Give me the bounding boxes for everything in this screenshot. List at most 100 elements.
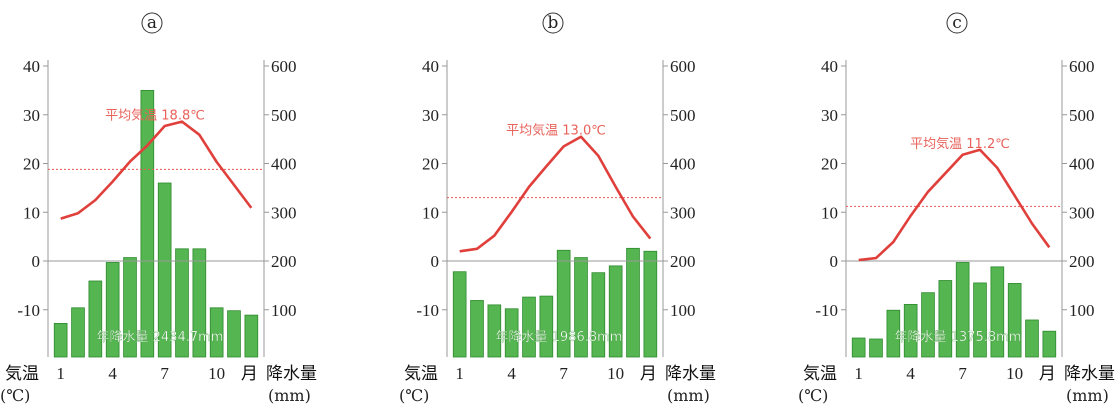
precip-bar: [539, 295, 554, 358]
precip-bar: [192, 248, 207, 358]
month-tick-label: 7: [958, 364, 967, 383]
precip-bar: [643, 250, 658, 358]
precip-tick-label: 500: [670, 106, 696, 125]
temp-line: [858, 148, 1051, 262]
precip-bar: [470, 300, 484, 358]
precip-bar: [71, 307, 85, 358]
total-precip-label: 年降水量 1375.8mm: [895, 330, 1022, 345]
month-tick-label: 7: [559, 364, 568, 383]
precip-bar: [938, 280, 953, 358]
temp-tick-label: 40: [422, 57, 439, 76]
precip-bar: [244, 314, 259, 358]
temp-tick-label: 40: [23, 57, 40, 76]
temp-tick-label: 0: [431, 252, 440, 271]
temp-line: [459, 135, 652, 253]
precip-bar: [626, 247, 640, 358]
precip-bar: [504, 308, 519, 358]
precip-tick-label: 600: [271, 57, 297, 76]
precip-axis-title: 降水量: [665, 364, 716, 384]
total-precip-label: 年降水量 2434.7mm: [97, 330, 224, 345]
precip-bar: [903, 303, 918, 358]
temp-tick-label: 10: [23, 203, 40, 222]
month-unit-label: 月: [1039, 364, 1056, 384]
precip-tick-label: 600: [670, 57, 696, 76]
precip-bar: [53, 322, 68, 358]
precip-bar: [105, 262, 120, 358]
precip-bar: [1025, 319, 1039, 358]
precip-tick-label: 100: [1069, 301, 1095, 320]
precip-bar: [140, 89, 155, 358]
precip-bar: [608, 265, 623, 358]
month-tick-label: 1: [854, 364, 863, 383]
precip-tick-label: 600: [1069, 57, 1095, 76]
panel-label-circle: [542, 12, 564, 34]
temp-tick-label: -10: [815, 301, 838, 320]
month-tick-label: 1: [455, 364, 464, 383]
temp-tick-label: -10: [17, 301, 40, 320]
temp-axis-unit: (℃): [0, 386, 30, 405]
precip-tick-label: 300: [1069, 203, 1095, 222]
precip-bar: [123, 257, 137, 358]
precip-bar: [88, 280, 103, 358]
month-tick-label: 4: [906, 364, 915, 383]
panel-label-circle: [141, 12, 163, 34]
precip-tick-label: 200: [271, 252, 297, 271]
precip-axis-unit: (mm): [667, 386, 710, 405]
panel-label: a: [147, 13, 157, 33]
temp-tick-label: 30: [821, 106, 838, 125]
panel-label: c: [952, 13, 962, 33]
precip-bar: [209, 307, 224, 358]
precip-tick-label: 300: [271, 203, 297, 222]
precip-tick-label: 300: [670, 203, 696, 222]
precip-bar: [955, 262, 970, 358]
precip-bar: [227, 310, 241, 358]
temp-tick-label: -10: [416, 301, 439, 320]
precip-bar: [851, 337, 866, 358]
panel-label-circle: [946, 12, 968, 34]
precip-tick-label: 500: [1069, 106, 1095, 125]
month-tick-label: 10: [1006, 364, 1023, 383]
precip-axis-title: 降水量: [266, 364, 317, 384]
temp-tick-label: 40: [821, 57, 838, 76]
precip-bar: [591, 272, 606, 358]
month-tick-label: 7: [160, 364, 169, 383]
panel-label: b: [548, 13, 559, 33]
total-precip-label: 年降水量 1986.8mm: [496, 330, 623, 345]
precip-tick-label: 100: [271, 301, 297, 320]
precip-bar: [921, 292, 935, 358]
temp-tick-label: 10: [422, 203, 439, 222]
temp-tick-label: 20: [821, 155, 838, 174]
precip-bar: [157, 182, 172, 358]
precip-bar: [487, 304, 502, 358]
precip-bar: [990, 266, 1005, 358]
temp-tick-label: 0: [32, 252, 41, 271]
precip-bar: [1042, 330, 1057, 358]
month-tick-label: 10: [607, 364, 624, 383]
precip-bar: [175, 248, 189, 358]
avg-temp-label: 平均気温 11.2℃: [910, 136, 1010, 152]
precip-axis-unit: (mm): [268, 386, 311, 405]
temp-axis-title: 気温: [5, 364, 39, 384]
avg-temp-label: 平均気温 13.0℃: [506, 123, 606, 139]
month-unit-label: 月: [241, 364, 258, 384]
precip-bar: [452, 271, 467, 358]
temp-tick-label: 0: [830, 252, 839, 271]
precip-bar: [869, 338, 883, 358]
temp-tick-label: 10: [821, 203, 838, 222]
precip-axis-title: 降水量: [1064, 364, 1115, 384]
precip-tick-label: 500: [271, 106, 297, 125]
precip-bar: [886, 309, 901, 358]
precip-axis-unit: (mm): [1066, 386, 1109, 405]
precip-bar: [574, 257, 588, 358]
month-tick-label: 4: [108, 364, 117, 383]
precip-tick-label: 100: [670, 301, 696, 320]
month-unit-label: 月: [640, 364, 657, 384]
avg-temp-label: 平均気温 18.8℃: [105, 108, 205, 124]
precip-bar: [973, 282, 987, 358]
precip-tick-label: 200: [670, 252, 696, 271]
precip-tick-label: 200: [1069, 252, 1095, 271]
temp-axis-title: 気温: [803, 364, 837, 384]
